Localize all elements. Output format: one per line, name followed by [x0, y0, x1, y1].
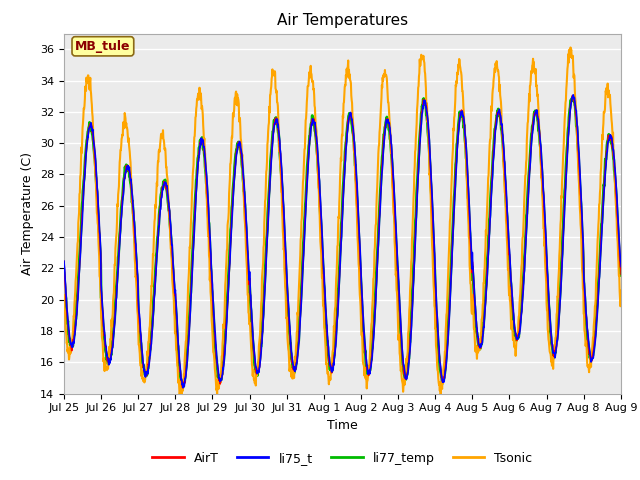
li75_t [153, 254, 161, 260]
Legend: AirT, li75_t, li77_temp, Tsonic: AirT, li75_t, li77_temp, Tsonic [147, 447, 538, 469]
li75_t [179, 385, 187, 391]
Line: Tsonic: Tsonic [64, 48, 640, 403]
Tsonic [335, 214, 342, 219]
Y-axis label: Air Temperature (C): Air Temperature (C) [22, 152, 35, 275]
Tsonic [60, 292, 68, 298]
Tsonic [566, 45, 574, 50]
li77_temp [589, 353, 596, 359]
li75_t [335, 295, 342, 300]
X-axis label: Time: Time [327, 419, 358, 432]
li77_temp [501, 180, 509, 185]
li77_temp [153, 249, 161, 255]
Line: li77_temp: li77_temp [64, 97, 640, 387]
li77_temp [335, 285, 342, 290]
li77_temp [570, 94, 577, 100]
AirT [153, 252, 161, 258]
Tsonic [153, 180, 161, 186]
Title: Air Temperatures: Air Temperatures [277, 13, 408, 28]
AirT [60, 259, 68, 264]
li77_temp [179, 384, 187, 390]
li77_temp [346, 115, 353, 120]
Tsonic [501, 192, 509, 198]
AirT [589, 354, 596, 360]
li75_t [60, 258, 68, 264]
li75_t [501, 171, 509, 177]
Tsonic [177, 400, 184, 406]
li75_t [570, 92, 577, 98]
Tsonic [589, 341, 596, 347]
AirT [335, 289, 342, 295]
AirT [179, 385, 186, 391]
li75_t [346, 111, 353, 117]
Tsonic [346, 72, 353, 77]
AirT [501, 177, 509, 182]
Line: li75_t: li75_t [64, 95, 640, 388]
AirT [568, 93, 576, 98]
AirT [346, 114, 353, 120]
Line: AirT: AirT [64, 96, 640, 388]
Text: MB_tule: MB_tule [75, 40, 131, 53]
li77_temp [60, 270, 68, 276]
li75_t [589, 355, 596, 361]
